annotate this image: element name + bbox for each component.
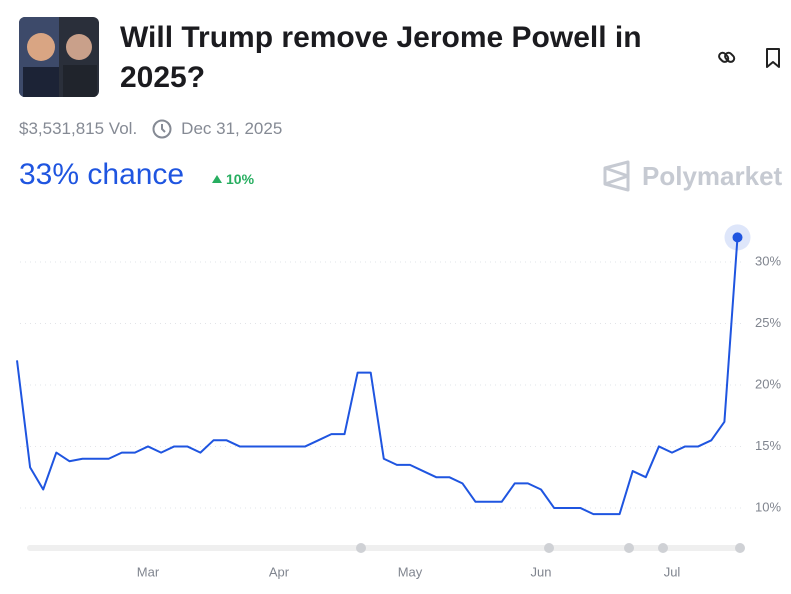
end-date: Dec 31, 2025 [181, 119, 283, 138]
change-value: 10% [226, 171, 255, 187]
thumbnail [19, 17, 99, 97]
chance: 33% chance [19, 158, 185, 191]
x-tick-label: Jul [664, 564, 681, 579]
y-tick-label: 15% [755, 438, 781, 453]
last-point [732, 232, 743, 243]
bookmark-button[interactable] [766, 48, 780, 68]
x-tick-label: May [398, 564, 423, 579]
x-tick-label: Jun [531, 564, 552, 579]
y-tick-label: 10% [755, 499, 781, 514]
market-image [19, 17, 99, 97]
brand-name: Polymarket [642, 160, 783, 191]
up-arrow [212, 175, 222, 183]
x-tick-label: Apr [269, 564, 290, 579]
x-tick-label: Mar [137, 564, 160, 579]
y-tick-label: 30% [755, 253, 781, 268]
brand-logo [603, 160, 630, 192]
volume: $3,531,815 Vol. [19, 119, 138, 138]
link-button[interactable] [718, 51, 736, 63]
market-meta: $3,531,815 Vol. Dec 31, 2025 [19, 118, 282, 140]
scrubber-dots [356, 543, 745, 553]
price-line [16, 237, 739, 516]
actions [718, 48, 780, 68]
y-tick-label: 25% [755, 315, 781, 330]
clock-icon [152, 119, 172, 139]
change: 10% [211, 171, 254, 187]
y-tick-label: 20% [755, 376, 781, 391]
brand: Polymarket [602, 160, 782, 192]
market-title: Will Trump remove Jerome Powell in 2025? [120, 21, 642, 94]
